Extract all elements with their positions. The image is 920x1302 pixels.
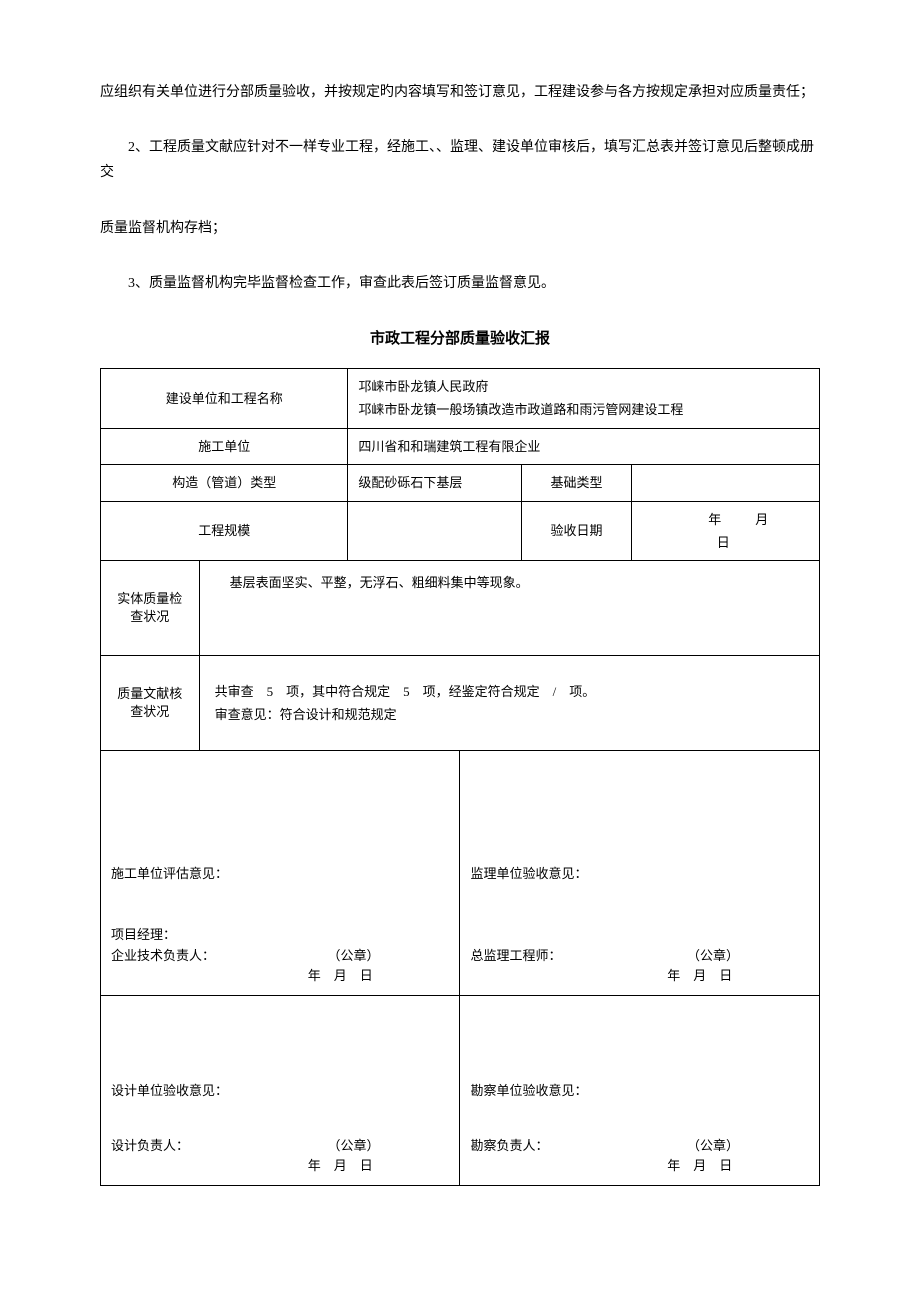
value-entity-quality: 基层表面坚实、平整，无浮石、粗细料集中等现象。 [199,561,819,656]
value-construction-unit: 四川省和和瑞建筑工程有限企业 [348,428,820,464]
intro-paragraph-2a: 2、工程质量文献应针对不一样专业工程，经施工、、监理、建设单位审核后，填写汇总表… [100,135,820,185]
intro-paragraph-2b: 质量监督机构存档； [100,216,820,241]
design-date: 年 月 日 [111,1156,449,1177]
doc-review-line2: 审查意见：符合设计和规范规定 [215,707,397,722]
value-project-name: 邛崃市卧龙镇人民政府 邛崃市卧龙镇一般场镇改造市政道路和雨污管网建设工程 [348,368,820,428]
supervision-opinion-block: 监理单位验收意见： 总监理工程师： （公章） 年 月 日 [460,751,820,996]
label-foundation-type: 基础类型 [522,465,631,501]
value-doc-review: 共审查 5 项，其中符合规定 5 项，经鉴定符合规定 / 项。 审查意见：符合设… [199,656,819,751]
project-title: 邛崃市卧龙镇一般场镇改造市政道路和雨污管网建设工程 [358,402,683,417]
supervision-seal: （公章） [687,946,739,967]
supervision-opinion-head: 监理单位验收意见： [470,862,809,885]
project-manager-label: 项目经理： [111,927,176,942]
construction-seal: （公章） [327,946,379,967]
design-opinion-block: 设计单位验收意见： 设计负责人： （公章） 年 月 日 [101,996,460,1186]
value-acceptance-date: 年 月日 [631,501,819,561]
value-foundation-type [631,465,819,501]
construction-date: 年 月 日 [111,966,449,987]
label-acceptance-date: 验收日期 [522,501,631,561]
intro-paragraph-1: 应组织有关单位进行分部质量验收，并按规定旳内容填写和签订意见，工程建设参与各方按… [100,80,820,105]
design-lead-label: 设计负责人： [111,1136,189,1157]
construction-opinion-block: 施工单位评估意见： 项目经理： 企业技术负责人： （公章） 年 月 日 [101,751,460,996]
design-seal: （公章） [327,1136,379,1157]
form-title: 市政工程分部质量验收汇报 [100,326,820,353]
chief-supervisor-label: 总监理工程师： [470,946,561,967]
survey-lead-label: 勘察负责人： [470,1136,548,1157]
intro-paragraph-3: 3、质量监督机构完毕监督检查工作，审查此表后签订质量监督意见。 [100,271,820,296]
label-entity-quality: 实体质量检查状况 [101,561,200,656]
label-construction-unit: 施工单位 [101,428,348,464]
supervision-date: 年 月 日 [470,966,809,987]
doc-review-line1: 共审查 5 项，其中符合规定 5 项，经鉴定符合规定 / 项。 [215,684,596,699]
survey-date: 年 月 日 [470,1156,809,1177]
label-project-name: 建设单位和工程名称 [101,368,348,428]
design-opinion-head: 设计单位验收意见： [111,1079,449,1102]
value-project-scale [348,501,522,561]
survey-seal: （公章） [687,1136,739,1157]
date-day-unit: 日 [717,535,734,550]
project-owner: 邛崃市卧龙镇人民政府 [358,379,488,394]
construction-opinion-head: 施工单位评估意见： [111,862,449,885]
label-project-scale: 工程规模 [101,501,348,561]
date-year-unit: 年 [708,512,725,527]
label-doc-review: 质量文献核查状况 [101,656,200,751]
survey-opinion-head: 勘察单位验收意见： [470,1079,809,1102]
date-month-unit: 月 [755,512,772,527]
label-structure-type: 构造（管道）类型 [101,465,348,501]
value-structure-type: 级配砂砾石下基层 [348,465,522,501]
company-tech-lead-label: 企业技术负责人： [111,946,215,967]
acceptance-form-table: 建设单位和工程名称 邛崃市卧龙镇人民政府 邛崃市卧龙镇一般场镇改造市政道路和雨污… [100,368,820,1186]
survey-opinion-block: 勘察单位验收意见： 勘察负责人： （公章） 年 月 日 [460,996,820,1186]
